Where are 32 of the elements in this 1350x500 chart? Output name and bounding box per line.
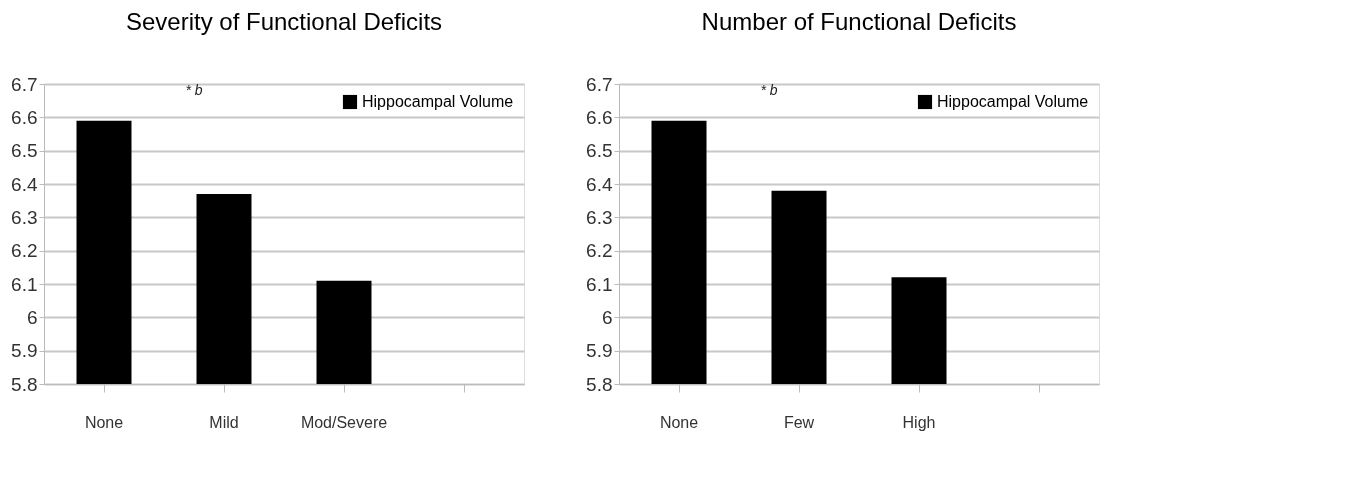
chart-title: Number of Functional Deficits [701, 8, 1017, 35]
y-tick-label: 5.9 [11, 340, 38, 362]
x-tick-label: High [902, 413, 936, 431]
y-tick-label: 6.2 [11, 240, 38, 262]
y-tick-label: 6.4 [11, 173, 38, 195]
y-tick-label: 6.3 [586, 206, 613, 228]
y-tick-label: 6.4 [586, 173, 613, 195]
annotation: * b [760, 82, 778, 98]
x-tick-label: Few [783, 413, 815, 431]
annotation: * b [185, 82, 203, 98]
y-tick-label: 6.2 [586, 240, 613, 262]
x-tick-label: Mod/Severe [300, 413, 388, 431]
y-tick-label: 6.1 [11, 273, 38, 295]
y-tick-label: 6 [601, 306, 613, 328]
y-tick-label: 6.6 [11, 106, 38, 128]
legend-label: Hippocampal Volume [937, 93, 1089, 110]
x-tick-label: None [659, 413, 699, 431]
y-tick-label: 6 [26, 306, 38, 328]
chart-title: Severity of Functional Deficits [125, 8, 443, 35]
y-tick-label: 5.9 [586, 340, 613, 362]
y-tick-label: 6.3 [11, 206, 38, 228]
y-tick-label: 5.8 [586, 373, 613, 395]
y-tick-label: 6.7 [586, 73, 613, 95]
y-tick-label: 6.6 [586, 106, 613, 128]
legend-label: Hippocampal Volume [362, 93, 514, 110]
x-tick-label: Mild [209, 413, 239, 431]
y-tick-label: 6.5 [11, 140, 38, 162]
y-tick-label: 6.1 [586, 273, 613, 295]
y-tick-label: 6.7 [11, 73, 38, 95]
y-tick-label: 6.5 [586, 140, 613, 162]
x-tick-label: None [84, 413, 124, 431]
y-tick-label: 5.8 [11, 373, 38, 395]
